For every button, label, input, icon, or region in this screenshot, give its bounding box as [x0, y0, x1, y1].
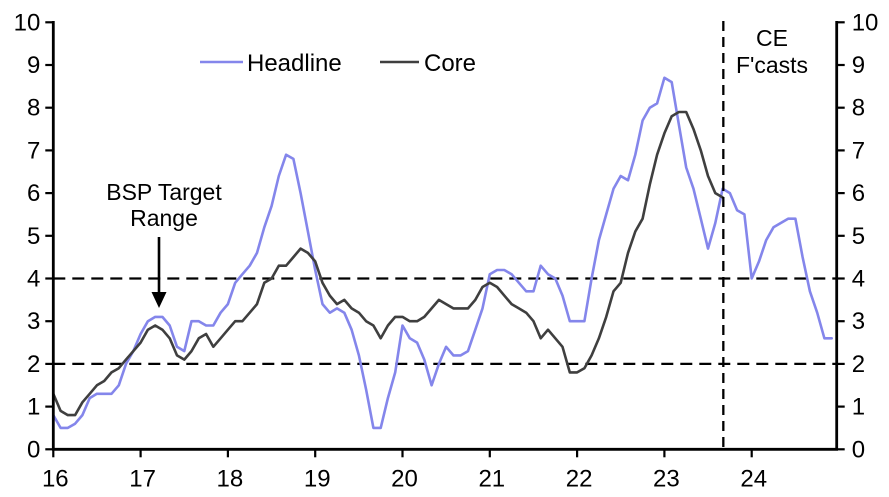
- y-tick-label-right: 2: [852, 351, 865, 378]
- y-tick-label-left: 7: [27, 137, 40, 164]
- down-arrow-icon: [151, 237, 167, 308]
- y-tick-label-left: 1: [27, 394, 40, 421]
- x-tick-label: 19: [304, 465, 331, 492]
- bsp-target-label-line2: Range: [130, 205, 198, 231]
- y-tick-label-left: 4: [27, 266, 40, 293]
- series-lines: [51, 76, 834, 430]
- x-tick-label: 16: [42, 465, 69, 492]
- x-tick-label: 23: [653, 465, 680, 492]
- y-tick-label-right: 1: [852, 394, 865, 421]
- x-tick-label: 22: [566, 465, 593, 492]
- y-tick-label-left: 10: [14, 9, 41, 36]
- x-tick-label: 21: [478, 465, 505, 492]
- ce-forecast-annotation: CE F'casts: [736, 25, 808, 78]
- y-tick-label-right: 3: [852, 308, 865, 335]
- y-tick-label-right: 6: [852, 180, 865, 207]
- ce-forecast-label-line2: F'casts: [736, 52, 808, 78]
- y-tick-label-right: 10: [852, 9, 879, 36]
- ce-forecast-label-line1: CE: [756, 25, 788, 51]
- y-tick-label-left: 9: [27, 52, 40, 79]
- series-line-core: [51, 110, 724, 417]
- y-tick-label-left: 0: [27, 436, 40, 463]
- y-tick-label-left: 5: [27, 223, 40, 250]
- bsp-target-band-lines: [53, 277, 837, 366]
- y-tick-label-left: 6: [27, 180, 40, 207]
- y-tick-label-left: 2: [27, 351, 40, 378]
- y-tick-label-right: 4: [852, 266, 865, 293]
- legend-core-label: Core: [424, 50, 476, 77]
- y-tick-label-left: 3: [27, 308, 40, 335]
- y-tick-label-right: 7: [852, 137, 865, 164]
- y-tick-label-right: 5: [852, 223, 865, 250]
- y-tick-label-right: 9: [852, 52, 865, 79]
- bsp-target-label-line1: BSP Target: [106, 179, 222, 205]
- axis-ticks: [45, 21, 845, 458]
- x-tick-label: 24: [740, 465, 767, 492]
- series-line-headline: [51, 76, 834, 430]
- y-tick-label-right: 8: [852, 95, 865, 122]
- x-tick-label: 20: [391, 465, 418, 492]
- y-tick-label-left: 8: [27, 95, 40, 122]
- legend: Headline Core: [200, 50, 476, 77]
- axes: [51, 21, 839, 451]
- legend-headline-label: Headline: [247, 50, 342, 77]
- x-tick-label: 17: [129, 465, 156, 492]
- x-tick-label: 18: [217, 465, 244, 492]
- y-tick-label-right: 0: [852, 436, 865, 463]
- bsp-target-annotation: BSP Target Range: [106, 179, 222, 308]
